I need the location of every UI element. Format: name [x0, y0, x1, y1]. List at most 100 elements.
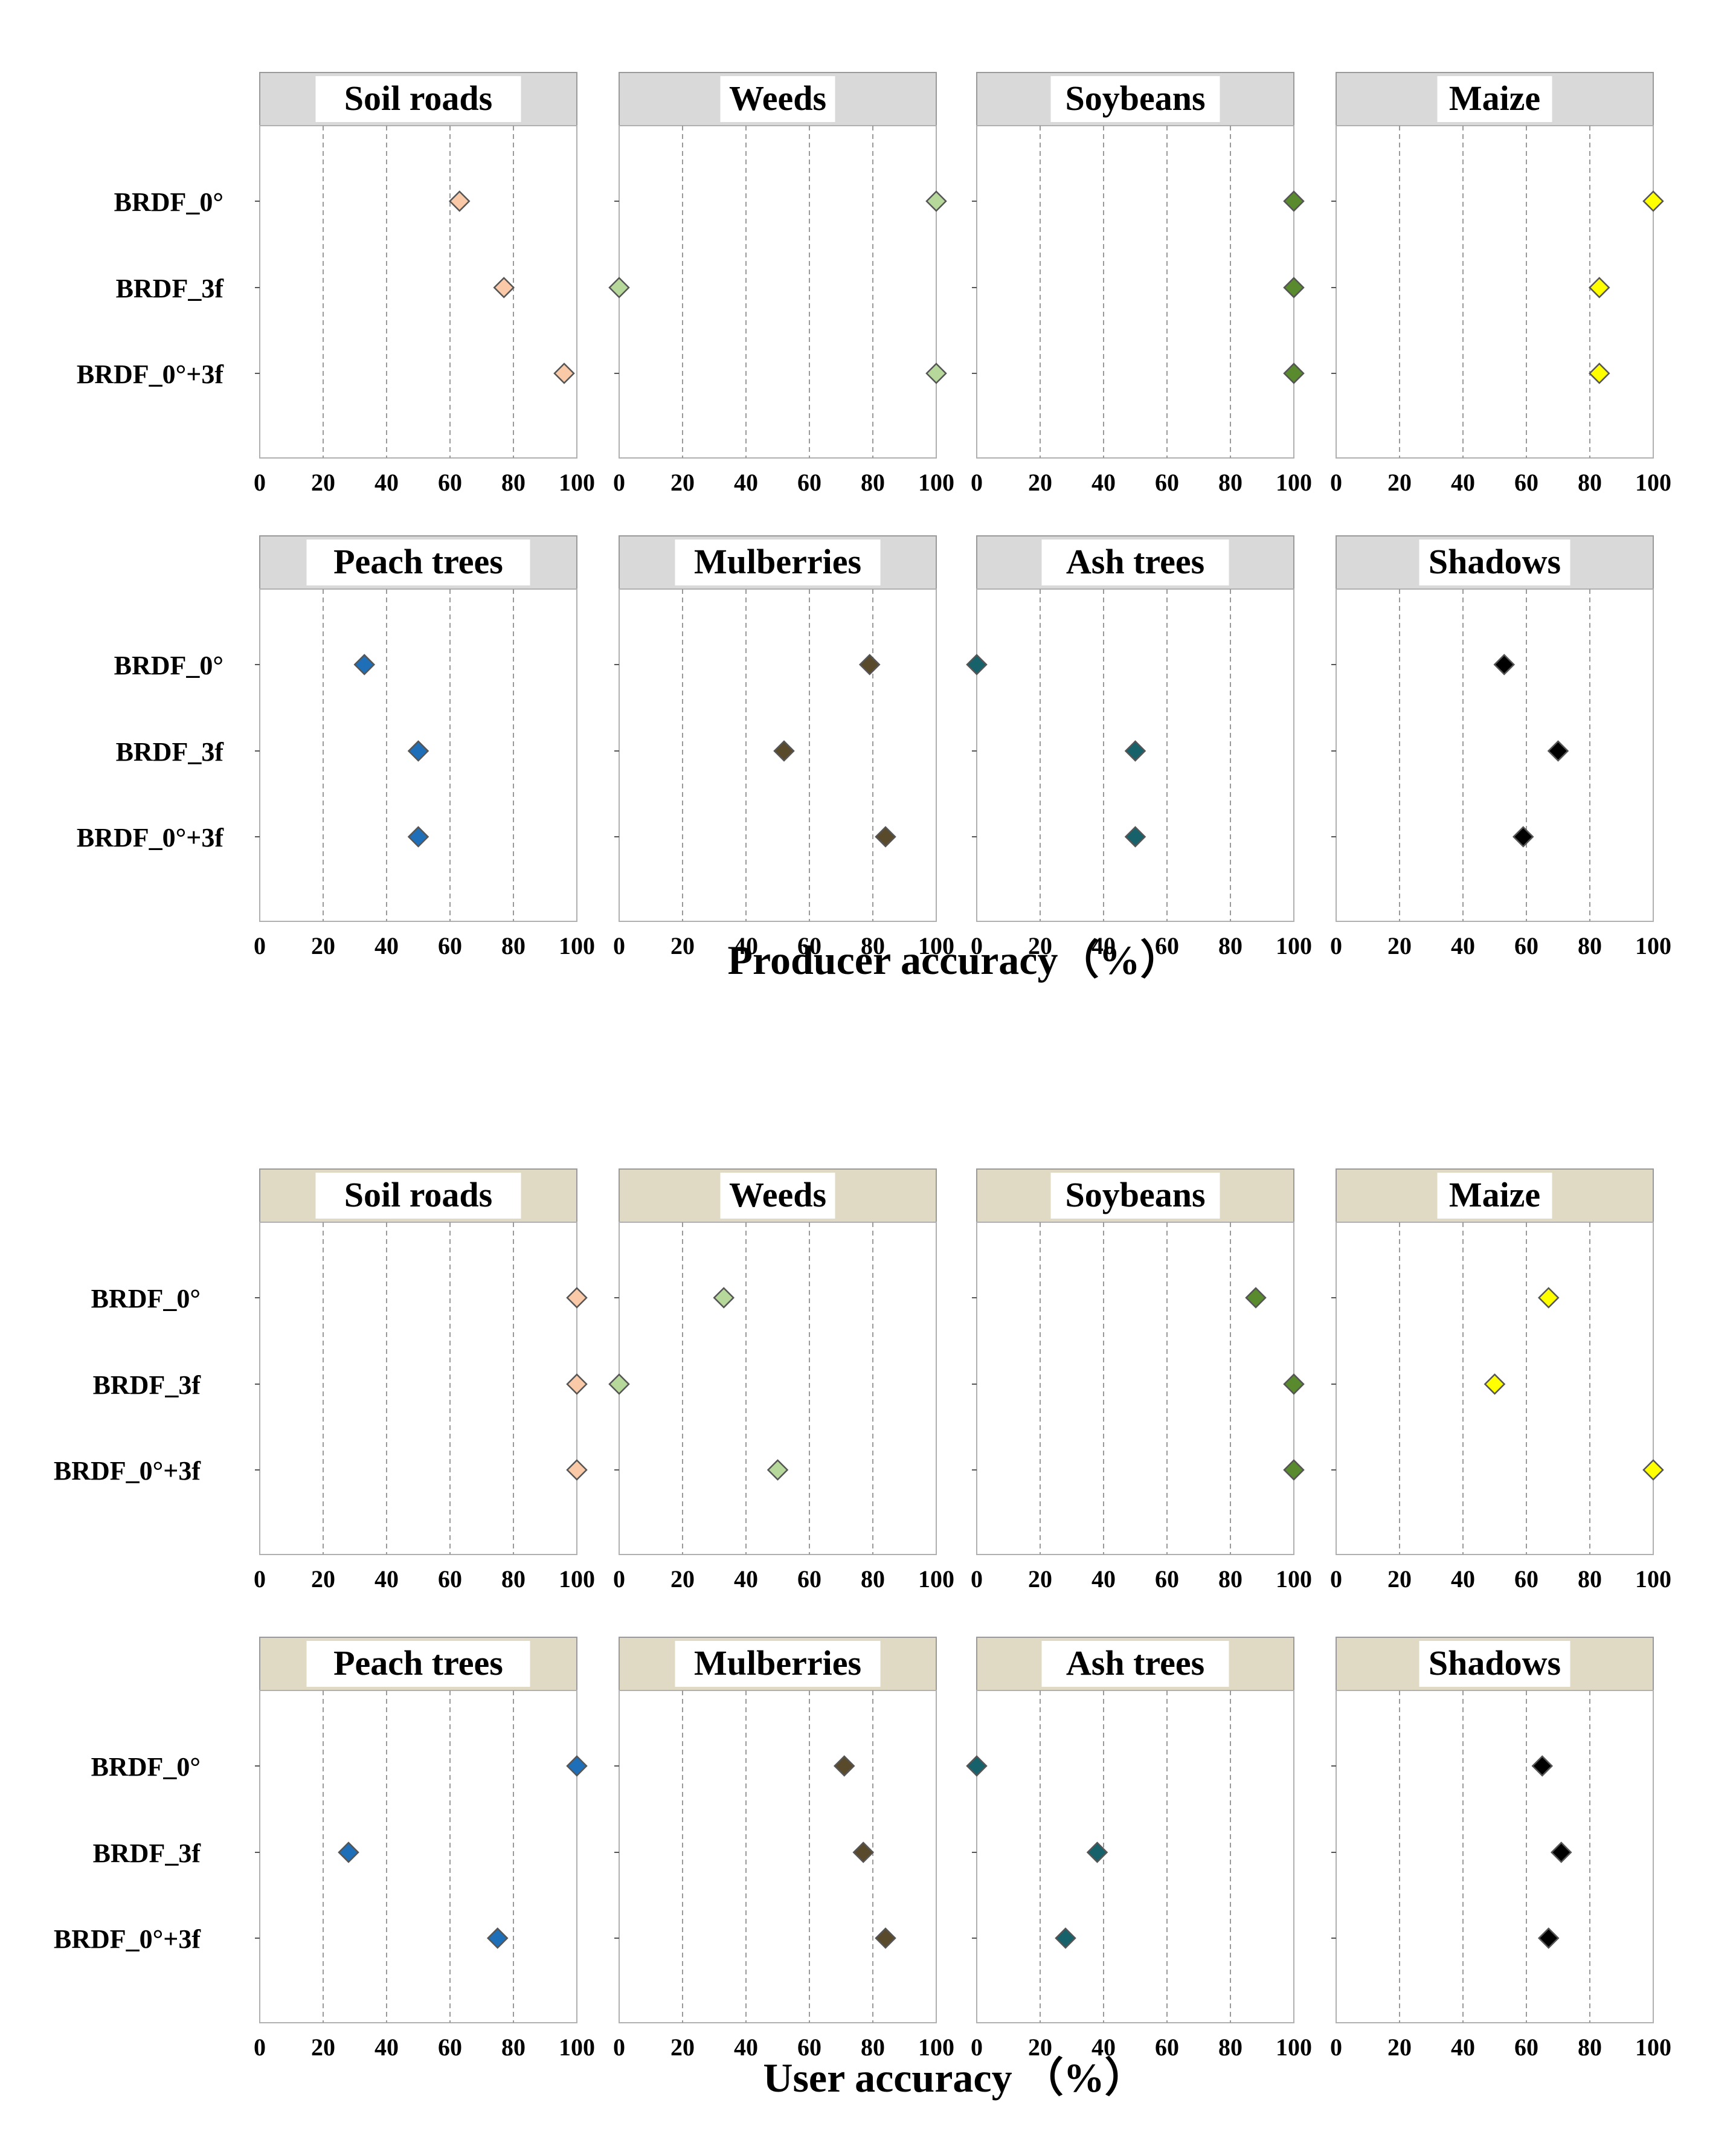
- data-point-soybeans-brdf-0: [1283, 190, 1305, 212]
- panel-title: Maize: [1449, 1175, 1540, 1214]
- panel-title-bg: [1437, 76, 1552, 122]
- tick-label: 80: [1578, 1565, 1602, 1593]
- tick-label: 20: [1387, 932, 1412, 959]
- panel-title: Maize: [1449, 79, 1540, 118]
- tick-label: 0: [254, 469, 266, 496]
- tick-label: 0: [254, 1565, 266, 1593]
- panel-title-bg: [306, 540, 530, 585]
- tick-label: 80: [1218, 932, 1243, 959]
- tick-label: 60: [438, 2034, 462, 2061]
- data-point-soil-roads-brdf-3f: [566, 1373, 588, 1395]
- tick-label: 60: [797, 932, 821, 959]
- panel-title-bg: [1050, 76, 1220, 122]
- data-point-soil-roads-brdf-0: [448, 190, 471, 212]
- data-point-soil-roads-brdf-0-3f: [566, 1459, 588, 1481]
- panel-title-bg: [315, 1173, 521, 1219]
- row-label: BRDF_3f: [93, 1838, 202, 1868]
- tick-label: 100: [559, 932, 595, 959]
- data-point-ash-trees-brdf-3f: [1086, 1841, 1108, 1863]
- tick-label: 20: [1028, 469, 1052, 496]
- x-axis-title: Producer accuracy（%）: [728, 937, 1181, 983]
- data-point-shadows-brdf-0-3f: [1512, 826, 1534, 848]
- tick-label: 80: [1578, 469, 1602, 496]
- panel-title: Peach trees: [333, 1643, 503, 1683]
- tick-label: 20: [311, 1565, 335, 1593]
- data-point-weeds-brdf-3f: [608, 277, 630, 298]
- panel-title: Weeds: [729, 1175, 826, 1214]
- tick-label: 60: [438, 932, 462, 959]
- panel-ash-trees: Ash trees 0 20 40 60 80 100: [966, 1637, 1312, 2061]
- row-label: BRDF_0°: [114, 187, 223, 217]
- data-point-peach-trees-brdf-3f: [407, 740, 429, 762]
- tick-label: 80: [1578, 932, 1602, 959]
- tick-label: 40: [1091, 1565, 1116, 1593]
- tick-label: 0: [613, 2034, 625, 2061]
- data-point-peach-trees-brdf-0-3f: [407, 826, 429, 848]
- panel-soil-roads: Soil roads 0 20 40 60 80 100: [254, 1168, 595, 1593]
- tick-label: 40: [1091, 932, 1116, 959]
- panel-peach-trees: Peach trees 0 20 40 60 80 100: [254, 535, 595, 959]
- data-point-mulberries-brdf-0-3f: [875, 1927, 896, 1949]
- panel-plot-area: [259, 125, 577, 459]
- panel-title-bg: [306, 1641, 530, 1687]
- data-point-soybeans-brdf-3f: [1283, 1373, 1305, 1395]
- row-label: BRDF_0°+3f: [54, 1924, 201, 1954]
- tick-label: 0: [971, 1565, 983, 1593]
- tick-label: 20: [311, 2034, 335, 2061]
- tick-label: 0: [1330, 1565, 1342, 1593]
- tick-label: 80: [861, 469, 885, 496]
- data-point-soybeans-brdf-0-3f: [1283, 362, 1305, 384]
- figure-user-accuracy: BRDF_0° BRDF_3f BRDF_0°+3f Soil roads 0 20 40 6…: [54, 1168, 1671, 2101]
- panel-maize: Maize 0 20 40 60 80 100: [1330, 1168, 1671, 1593]
- panel-plot-area: [619, 125, 937, 459]
- panel-title: Soil roads: [344, 1175, 493, 1214]
- tick-label: 80: [861, 2034, 885, 2061]
- tick-label: 40: [375, 1565, 399, 1593]
- panel-mulberries: Mulberries 0 20 40 60 80 100: [613, 1637, 954, 2061]
- tick-label: 40: [375, 469, 399, 496]
- data-point-weeds-brdf-0: [925, 190, 947, 212]
- data-point-shadows-brdf-0: [1531, 1755, 1554, 1777]
- panel-soybeans: Soybeans 0 20 40 60 80 100: [971, 1168, 1312, 1593]
- tick-label: 40: [1451, 1565, 1475, 1593]
- data-point-soil-roads-brdf-0: [566, 1287, 588, 1309]
- tick-label: 60: [438, 1565, 462, 1593]
- row-label: BRDF_0°: [114, 651, 223, 680]
- tick-label: 0: [613, 1565, 625, 1593]
- tick-label: 40: [375, 2034, 399, 2061]
- data-point-ash-trees-brdf-0: [966, 1755, 988, 1777]
- panel-soil-roads: Soil roads 0 20 40 60 80 100: [254, 72, 595, 496]
- tick-label: 20: [1028, 2034, 1052, 2061]
- tick-label: 80: [501, 932, 526, 959]
- tick-label: 40: [1451, 469, 1475, 496]
- tick-label: 100: [1635, 1565, 1671, 1593]
- tick-label: 40: [1451, 2034, 1475, 2061]
- data-point-shadows-brdf-0-3f: [1537, 1927, 1560, 1949]
- tick-label: 40: [1451, 932, 1475, 959]
- tick-label: 100: [918, 469, 954, 496]
- tick-label: 100: [1635, 2034, 1671, 2061]
- tick-label: 100: [918, 1565, 954, 1593]
- data-point-maize-brdf-0-3f: [1642, 1459, 1664, 1481]
- tick-label: 100: [1276, 1565, 1312, 1593]
- tick-label: 60: [438, 469, 462, 496]
- tick-label: 60: [1514, 932, 1538, 959]
- tick-label: 20: [670, 932, 695, 959]
- panel-title-bg: [315, 76, 521, 122]
- data-point-shadows-brdf-3f: [1550, 1841, 1572, 1863]
- tick-label: 60: [797, 469, 821, 496]
- data-point-ash-trees-brdf-0: [966, 654, 988, 675]
- tick-label: 0: [971, 2034, 983, 2061]
- data-point-weeds-brdf-3f: [608, 1373, 630, 1395]
- data-point-soil-roads-brdf-3f: [493, 277, 515, 298]
- data-point-maize-brdf-3f: [1484, 1373, 1506, 1395]
- panel-title: Shadows: [1429, 1643, 1561, 1683]
- panel-title: Mulberries: [694, 542, 861, 581]
- panel-weeds: Weeds 0 20 40 60 80 100: [608, 1168, 954, 1593]
- data-point-soybeans-brdf-0: [1245, 1287, 1267, 1309]
- tick-label: 60: [1155, 932, 1179, 959]
- tick-label: 60: [1155, 469, 1179, 496]
- data-point-mulberries-brdf-3f: [773, 740, 795, 762]
- tick-label: 0: [1330, 469, 1342, 496]
- panel-shadows: Shadows 0 20 40 60 80 100: [1330, 1637, 1671, 2061]
